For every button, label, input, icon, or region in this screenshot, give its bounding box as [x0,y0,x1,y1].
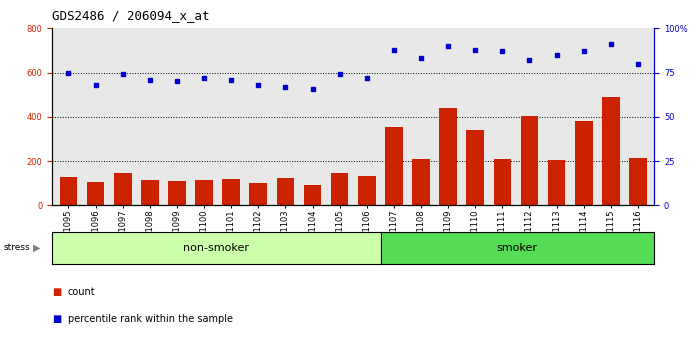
Bar [168,181,186,205]
Bar [412,159,430,205]
Bar [276,178,294,205]
Text: stress: stress [3,243,30,252]
Text: non-smoker: non-smoker [183,243,249,253]
Bar [575,121,592,205]
Bar [629,158,647,205]
Bar [249,183,267,205]
Text: percentile rank within the sample: percentile rank within the sample [68,314,232,324]
Bar [331,173,349,205]
Bar [196,180,213,205]
Text: ■: ■ [52,287,61,297]
Bar [521,116,538,205]
Bar [114,172,132,205]
Bar [439,108,457,205]
Text: smoker: smoker [497,243,538,253]
Text: ▶: ▶ [33,243,41,253]
Bar [385,127,403,205]
Bar [303,185,322,205]
Text: ■: ■ [52,314,61,324]
Bar [141,180,159,205]
Bar [60,177,77,205]
Bar [222,179,240,205]
Text: GDS2486 / 206094_x_at: GDS2486 / 206094_x_at [52,9,209,22]
Bar [493,159,511,205]
Bar [466,130,484,205]
Bar [548,160,565,205]
Bar [602,97,619,205]
Bar [87,182,104,205]
Bar [358,176,376,205]
Text: count: count [68,287,95,297]
